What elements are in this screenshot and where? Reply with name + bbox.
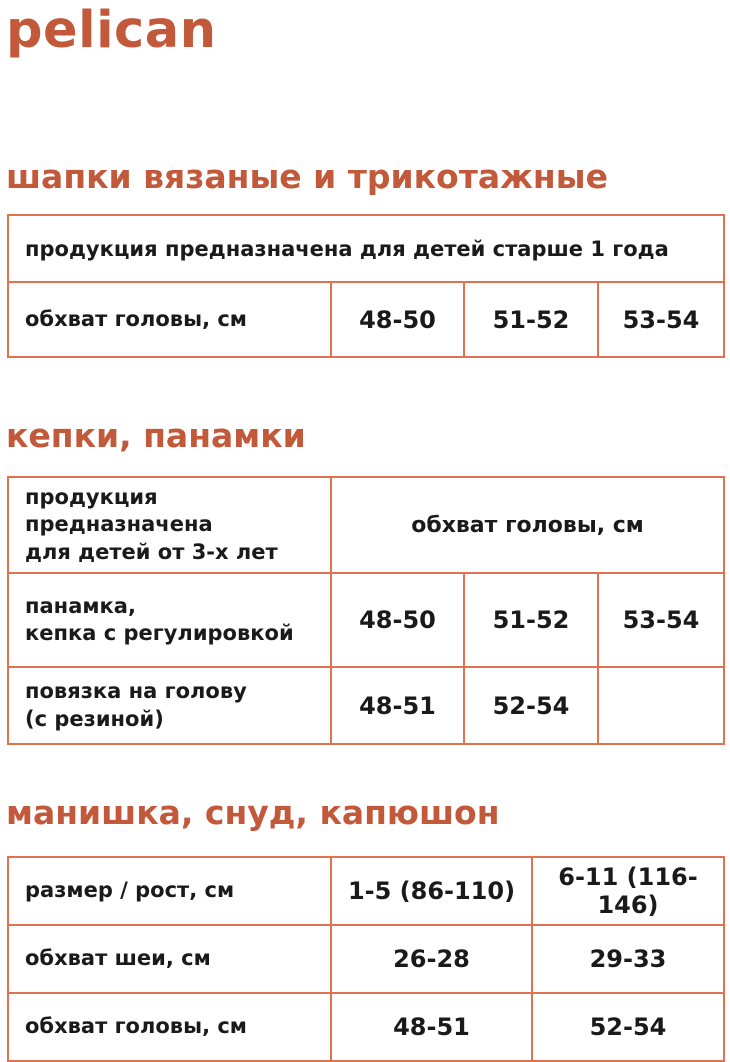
size-value: 48-51 — [330, 666, 465, 745]
size-value: 48-50 — [330, 281, 465, 358]
column-header-head-circumference: обхват головы, см — [330, 476, 725, 574]
section-heading-knitted-hats: шапки вязаные и трикотажные — [6, 157, 608, 196]
dickey-snood-hood-size-table: размер / рост, см 1-5 (86-110) 6-11 (116… — [7, 856, 725, 1062]
section-heading-caps-panamas: кепки, панамки — [6, 416, 306, 455]
row-label-headband: повязка на голову (с резиной) — [7, 666, 332, 745]
table-row: обхват головы, см 48-50 51-52 53-54 — [7, 281, 725, 358]
size-value-empty — [597, 666, 725, 745]
size-value: 29-33 — [531, 924, 725, 994]
size-value: 53-54 — [597, 572, 725, 668]
table-row: обхват головы, см 48-51 52-54 — [7, 992, 725, 1062]
size-value: 51-52 — [463, 572, 599, 668]
row-label-neck-circumference: обхват шеи, см — [7, 924, 332, 994]
row-label-panama-cap: панамка, кепка с регулировкой — [7, 572, 332, 668]
age-note-cell: продукция предназначена для детей от 3-х… — [7, 476, 332, 574]
knitted-hats-size-table: продукция предназначена для детей старше… — [7, 214, 725, 358]
row-label-size-height: размер / рост, см — [7, 856, 332, 926]
size-value: 52-54 — [463, 666, 599, 745]
row-label-head-circumference: обхват головы, см — [7, 281, 332, 358]
row-label-head-circumference: обхват головы, см — [7, 992, 332, 1062]
table-row: продукция предназначена для детей старше… — [7, 214, 725, 283]
size-value: 51-52 — [463, 281, 599, 358]
table-row: обхват шеи, см 26-28 29-33 — [7, 924, 725, 994]
size-value: 52-54 — [531, 992, 725, 1062]
size-value: 6-11 (116-146) — [531, 856, 725, 926]
table-row: размер / рост, см 1-5 (86-110) 6-11 (116… — [7, 856, 725, 926]
size-value: 48-50 — [330, 572, 465, 668]
table-row: панамка, кепка с регулировкой 48-50 51-5… — [7, 572, 725, 668]
table-row: продукция предназначена для детей от 3-х… — [7, 476, 725, 574]
size-value: 1-5 (86-110) — [330, 856, 533, 926]
brand-logo: pelican — [6, 1, 217, 60]
size-value: 48-51 — [330, 992, 533, 1062]
section-heading-dickey-snood-hood: манишка, снуд, капюшон — [6, 793, 500, 832]
size-value: 53-54 — [597, 281, 725, 358]
table-row: повязка на голову (с резиной) 48-51 52-5… — [7, 666, 725, 745]
age-note-cell: продукция предназначена для детей старше… — [7, 214, 725, 283]
size-value: 26-28 — [330, 924, 533, 994]
caps-panamas-size-table: продукция предназначена для детей от 3-х… — [7, 476, 725, 745]
